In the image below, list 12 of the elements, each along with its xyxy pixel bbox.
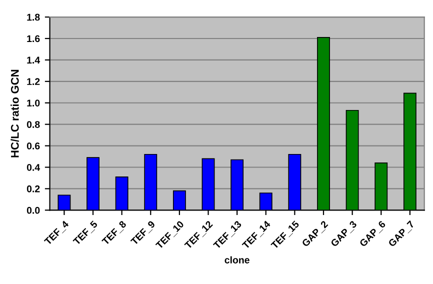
y-tick-label: 1.8 <box>27 14 40 21</box>
y-tick-label: 0.2 <box>26 185 40 192</box>
y-tick-label: 0.6 <box>26 142 40 150</box>
y-tick-label: 1.2 <box>27 78 40 85</box>
y-axis-title: HC/LC ratio GCN <box>10 70 19 158</box>
y-tick-label: 0.4 <box>26 164 40 171</box>
y-tick-label: 1.4 <box>27 56 40 64</box>
y-tick-label: 0.0 <box>26 206 40 214</box>
y-tick-label: 1.0 <box>27 100 40 106</box>
y-tick-label: 0.8 <box>26 121 40 128</box>
y-tick-label: 1.6 <box>27 35 40 42</box>
x-axis-title: clone <box>224 256 250 264</box>
